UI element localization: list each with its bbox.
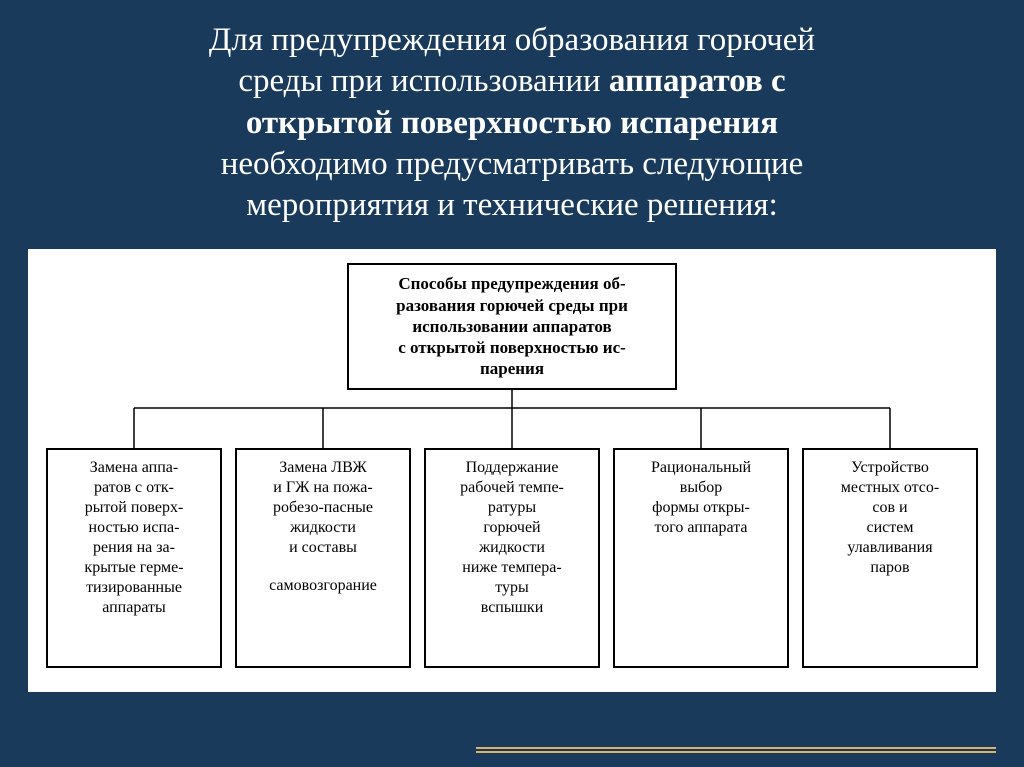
slide-title: Для предупреждения образования горючей с…: [0, 0, 1024, 241]
tree-root-box: Способы предупреждения об-разования горю…: [347, 263, 677, 389]
tree-leaf: Устройствоместных отсо-сов исистемулавли…: [802, 448, 978, 668]
slide: Для предупреждения образования горючей с…: [0, 0, 1024, 767]
title-line-4: необходимо предусматривать следующие: [70, 144, 954, 185]
tree-leaf: Поддержаниерабочей темпе-ратурыгорючейжи…: [424, 448, 600, 668]
tree-leaf: Замена аппа-ратов с отк-рытой поверх-нос…: [46, 448, 222, 668]
title-line-3: открытой поверхностью испарения: [70, 103, 954, 144]
leaf-text: Поддержаниерабочей темпе-ратурыгорючейжи…: [460, 458, 564, 618]
leaf-text: Устройствоместных отсо-сов исистемулавли…: [841, 458, 939, 578]
tree-leaf: Рациональныйвыборформы откры-того аппара…: [613, 448, 789, 668]
title-line-5: мероприятия и технические решения:: [70, 185, 954, 226]
footer-accent-line: [476, 747, 996, 753]
title-line-1: Для предупреждения образования горючей: [70, 20, 954, 61]
title-line-2: среды при использовании аппаратов с: [70, 61, 954, 102]
leaf-text: Замена аппа-ратов с отк-рытой поверх-нос…: [84, 458, 183, 618]
title-text: Для предупреждения образования горючей: [209, 22, 815, 58]
diagram-panel: Способы предупреждения об-разования горю…: [28, 249, 996, 691]
tree-leaves-row: Замена аппа-ратов с отк-рытой поверх-нос…: [46, 448, 978, 668]
title-text-bold: открытой поверхностью испарения: [246, 105, 778, 141]
title-text: необходимо предусматривать следующие: [221, 146, 804, 182]
leaf-text: Замена ЛВЖи ГЖ на пожа-робезо-пасныежидк…: [273, 458, 373, 558]
leaf-extra-text: самовозгорание: [269, 576, 377, 596]
title-text: среды при использовании: [238, 63, 609, 99]
title-text-bold: аппаратов с: [609, 63, 786, 99]
leaf-text: Рациональныйвыборформы откры-того аппара…: [651, 458, 751, 538]
tree-leaf: Замена ЛВЖи ГЖ на пожа-робезо-пасныежидк…: [235, 448, 411, 668]
tree-connectors: [46, 390, 978, 448]
title-text: мероприятия и технические решения:: [246, 187, 778, 223]
tree-root-text: Способы предупреждения об-разования горю…: [396, 274, 628, 378]
